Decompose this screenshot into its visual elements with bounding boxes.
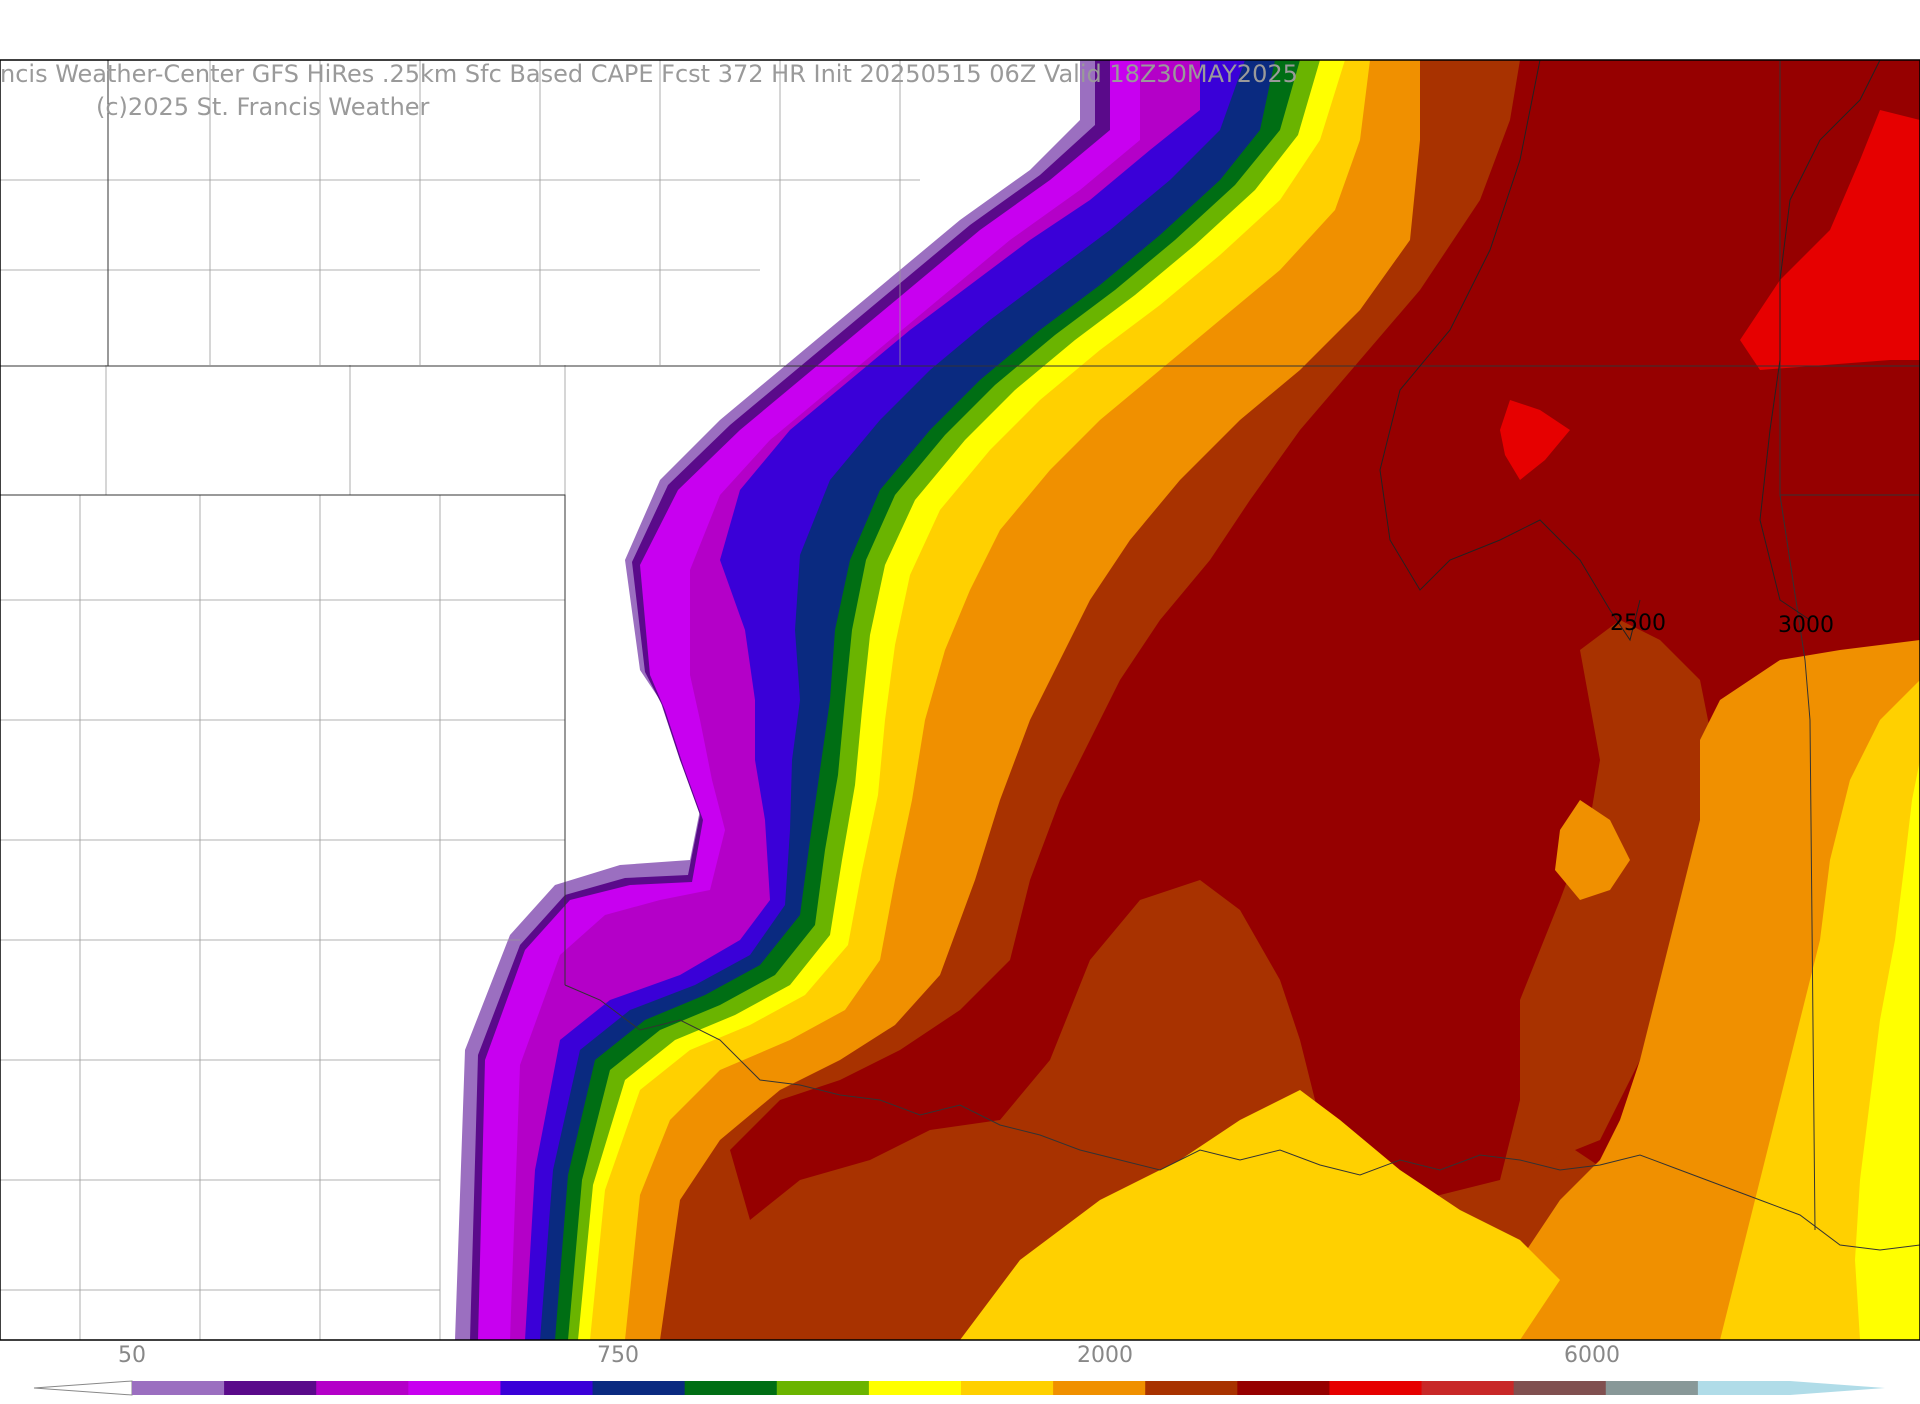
map-title: ncis Weather-Center GFS HiRes .25km Sfc …: [0, 60, 1298, 88]
colorbar-segment: [1605, 1381, 1699, 1395]
colorbar-segment: [1329, 1381, 1423, 1395]
band-red-ne: [1740, 110, 1920, 370]
colorbar-segment: [868, 1381, 962, 1395]
colorbar-segment: [776, 1381, 870, 1395]
contour-3000: [1759, 60, 1881, 621]
contour-label-3000: 3000: [1778, 613, 1834, 638]
colorbar-segment: [1421, 1381, 1515, 1395]
colorbar-segment: [592, 1381, 686, 1395]
colorbar-segment: [1145, 1381, 1238, 1395]
colorbar-tick-label: 750: [597, 1343, 639, 1368]
band-rust-interior: [1500, 620, 1720, 1180]
colorbar-tick-label: 2000: [1077, 1343, 1133, 1368]
map-copyright: (c)2025 St. Francis Weather: [96, 93, 430, 121]
colorbar-tick-label: 6000: [1564, 1343, 1620, 1368]
colorbar-segment: [316, 1381, 409, 1395]
state-line: [564, 984, 1920, 1251]
colorbar-segment: [1513, 1381, 1607, 1395]
colorbar-segment: [1237, 1381, 1330, 1395]
colorbar-segment: [408, 1381, 501, 1395]
band-yellow-east: [1855, 760, 1920, 1340]
colorbar-right-arrow: [1790, 1381, 1885, 1395]
map-border: [0, 59, 1920, 1341]
contour-label-2500: 2500: [1610, 611, 1666, 636]
colorbar-segment: [132, 1381, 225, 1395]
colorbar-segment: [224, 1381, 317, 1395]
boundaries: [0, 60, 1920, 1340]
state-line: [0, 494, 566, 985]
band-gold-south: [960, 1090, 1560, 1340]
contour-2500: [1379, 60, 1641, 642]
band-orange-spot: [1555, 800, 1630, 900]
colorbar-segment: [500, 1381, 594, 1395]
cape-field: [455, 60, 1920, 1340]
colorbar-tick-label: 50: [118, 1343, 146, 1368]
colorbar-segment: [1697, 1381, 1791, 1395]
colorbar-segment: [1053, 1381, 1146, 1395]
colorbar-segment: [684, 1381, 778, 1395]
band-red-spot: [1500, 400, 1570, 480]
colorbar: [33, 1380, 1885, 1396]
colorbar-segment: [961, 1381, 1054, 1395]
